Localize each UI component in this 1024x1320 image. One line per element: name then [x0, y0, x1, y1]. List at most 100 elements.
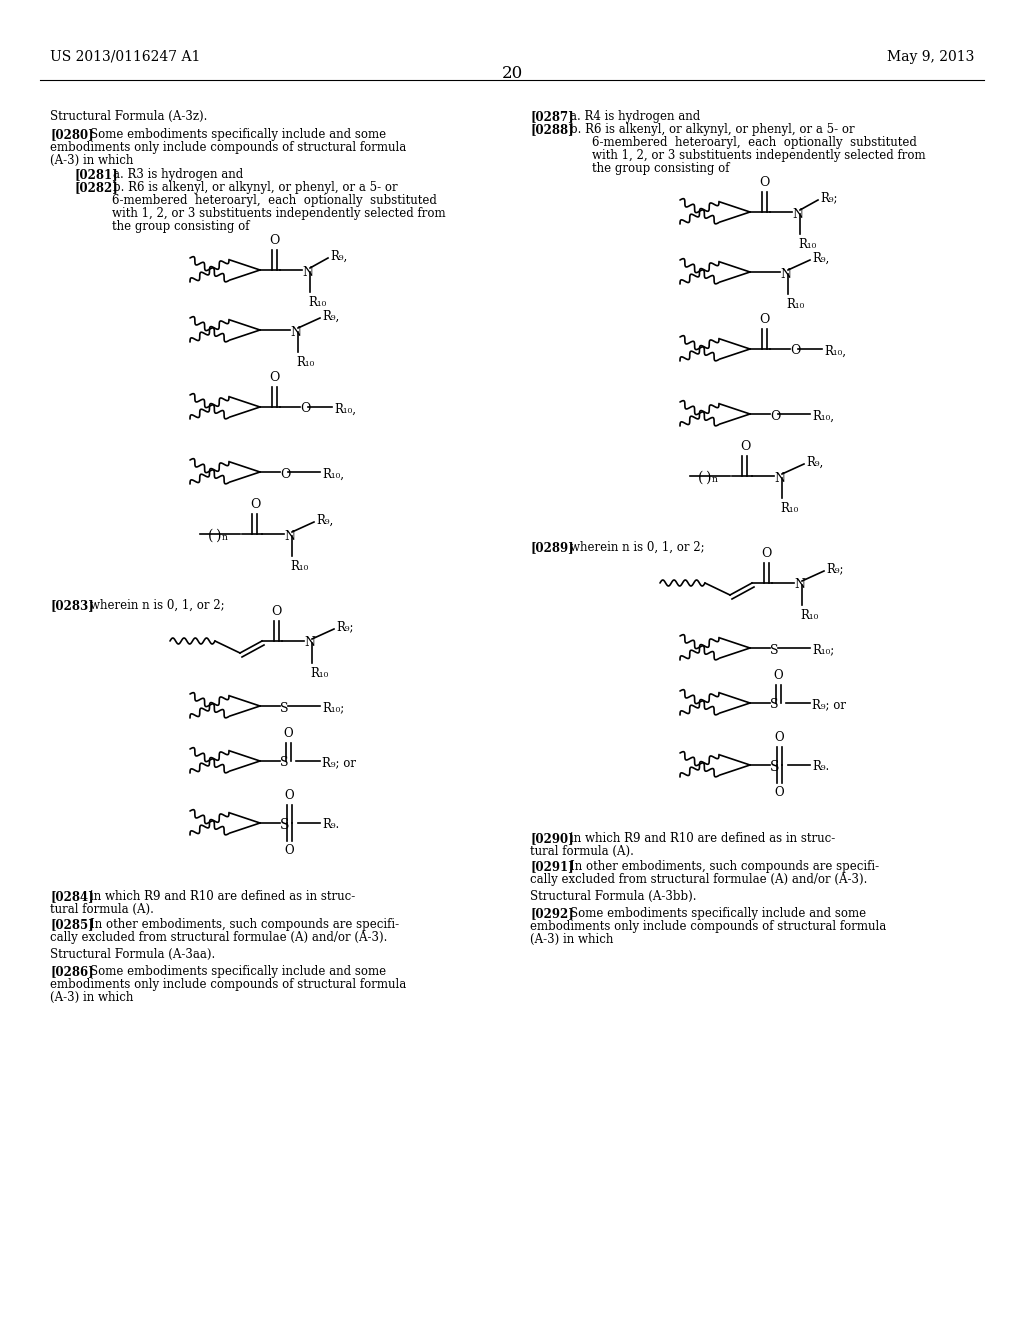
Text: R₉,: R₉,: [322, 309, 339, 322]
Text: R₁₀,: R₁₀,: [322, 467, 344, 480]
Text: n: n: [712, 475, 718, 484]
Text: cally excluded from structural formulae (A) and/or (A-3).: cally excluded from structural formulae …: [50, 931, 387, 944]
Text: in which R9 and R10 are defined as in struc-: in which R9 and R10 are defined as in st…: [90, 890, 355, 903]
Text: Some embodiments specifically include and some: Some embodiments specifically include an…: [570, 907, 866, 920]
Text: (A-3) in which: (A-3) in which: [50, 991, 133, 1005]
Text: O: O: [285, 843, 294, 857]
Text: R₁₀: R₁₀: [290, 560, 308, 573]
Text: R₉,: R₉,: [316, 513, 333, 527]
Text: [0284]: [0284]: [50, 890, 93, 903]
Text: N: N: [290, 326, 301, 338]
Text: R₁₀: R₁₀: [800, 609, 818, 622]
Text: S: S: [770, 698, 778, 711]
Text: S: S: [280, 701, 289, 714]
Text: a. R4 is hydrogen and: a. R4 is hydrogen and: [570, 110, 700, 123]
Text: S: S: [770, 760, 779, 774]
Text: with 1, 2, or 3 substituents independently selected from: with 1, 2, or 3 substituents independent…: [112, 207, 445, 220]
Text: embodiments only include compounds of structural formula: embodiments only include compounds of st…: [50, 141, 407, 154]
Text: in which R9 and R10 are defined as in struc-: in which R9 and R10 are defined as in st…: [570, 832, 836, 845]
Text: ( ): ( ): [698, 471, 712, 484]
Text: cally excluded from structural formulae (A) and/or (A-3).: cally excluded from structural formulae …: [530, 873, 867, 886]
Text: N: N: [792, 207, 803, 220]
Text: US 2013/0116247 A1: US 2013/0116247 A1: [50, 50, 201, 63]
Text: [0288]: [0288]: [530, 123, 573, 136]
Text: wherein n is 0, 1, or 2;: wherein n is 0, 1, or 2;: [90, 599, 224, 612]
Text: R₁₀: R₁₀: [786, 298, 804, 312]
Text: S: S: [280, 756, 289, 770]
Text: O: O: [770, 409, 780, 422]
Text: [0285]: [0285]: [50, 917, 93, 931]
Text: [0287]: [0287]: [530, 110, 573, 123]
Text: R₉,: R₉,: [806, 455, 823, 469]
Text: N: N: [774, 471, 785, 484]
Text: the group consisting of: the group consisting of: [592, 162, 729, 176]
Text: 6-membered  heteroaryl,  each  optionally  substituted: 6-membered heteroaryl, each optionally s…: [592, 136, 916, 149]
Text: O: O: [790, 345, 801, 358]
Text: O: O: [774, 731, 783, 744]
Text: O: O: [285, 789, 294, 803]
Text: R₁₀: R₁₀: [798, 238, 816, 251]
Text: (A-3) in which: (A-3) in which: [530, 933, 613, 946]
Text: [0283]: [0283]: [50, 599, 94, 612]
Text: Structural Formula (A-3aa).: Structural Formula (A-3aa).: [50, 948, 215, 961]
Text: Structural Formula (A-3z).: Structural Formula (A-3z).: [50, 110, 208, 123]
Text: Structural Formula (A-3bb).: Structural Formula (A-3bb).: [530, 890, 696, 903]
Text: a. R3 is hydrogen and: a. R3 is hydrogen and: [113, 168, 244, 181]
Text: O: O: [250, 498, 260, 511]
Text: with 1, 2, or 3 substituents independently selected from: with 1, 2, or 3 substituents independent…: [592, 149, 926, 162]
Text: embodiments only include compounds of structural formula: embodiments only include compounds of st…: [530, 920, 886, 933]
Text: [0286]: [0286]: [50, 965, 93, 978]
Text: embodiments only include compounds of structural formula: embodiments only include compounds of st…: [50, 978, 407, 991]
Text: O: O: [284, 727, 293, 741]
Text: [0289]: [0289]: [530, 541, 573, 554]
Text: [0292]: [0292]: [530, 907, 573, 920]
Text: O: O: [759, 313, 769, 326]
Text: n: n: [222, 533, 228, 543]
Text: N: N: [302, 265, 313, 279]
Text: R₁₀: R₁₀: [296, 356, 314, 370]
Text: S: S: [770, 644, 778, 656]
Text: R₁₀;: R₁₀;: [812, 644, 835, 656]
Text: N: N: [304, 636, 315, 649]
Text: [0290]: [0290]: [530, 832, 573, 845]
Text: [0291]: [0291]: [530, 861, 573, 873]
Text: R₁₀,: R₁₀,: [824, 345, 846, 358]
Text: R₉.: R₉.: [812, 760, 829, 774]
Text: S: S: [280, 818, 290, 832]
Text: O: O: [773, 669, 782, 682]
Text: Some embodiments specifically include and some: Some embodiments specifically include an…: [90, 965, 386, 978]
Text: R₁₀: R₁₀: [310, 667, 329, 680]
Text: O: O: [774, 785, 783, 799]
Text: R₉,: R₉,: [330, 249, 347, 263]
Text: N: N: [284, 529, 295, 543]
Text: R₉;: R₉;: [820, 191, 838, 205]
Text: [0281]: [0281]: [75, 168, 119, 181]
Text: O: O: [300, 403, 310, 416]
Text: ( ): ( ): [208, 529, 222, 543]
Text: tural formula (A).: tural formula (A).: [530, 845, 634, 858]
Text: O: O: [280, 467, 291, 480]
Text: the group consisting of: the group consisting of: [112, 220, 250, 234]
Text: O: O: [759, 176, 769, 189]
Text: R₉.: R₉.: [322, 818, 339, 832]
Text: R₁₀,: R₁₀,: [334, 403, 356, 416]
Text: b. R6 is alkenyl, or alkynyl, or phenyl, or a 5- or: b. R6 is alkenyl, or alkynyl, or phenyl,…: [113, 181, 397, 194]
Text: b. R6 is alkenyl, or alkynyl, or phenyl, or a 5- or: b. R6 is alkenyl, or alkynyl, or phenyl,…: [570, 123, 855, 136]
Text: Some embodiments specifically include and some: Some embodiments specifically include an…: [90, 128, 386, 141]
Text: In other embodiments, such compounds are specifi-: In other embodiments, such compounds are…: [90, 917, 399, 931]
Text: O: O: [739, 440, 751, 453]
Text: In other embodiments, such compounds are specifi-: In other embodiments, such compounds are…: [570, 861, 880, 873]
Text: R₁₀;: R₁₀;: [322, 701, 344, 714]
Text: R₉,: R₉,: [812, 252, 829, 264]
Text: R₉;: R₉;: [826, 562, 844, 576]
Text: O: O: [269, 234, 280, 247]
Text: O: O: [269, 371, 280, 384]
Text: R₁₀: R₁₀: [308, 296, 327, 309]
Text: R₉; or: R₉; or: [812, 698, 846, 711]
Text: wherein n is 0, 1, or 2;: wherein n is 0, 1, or 2;: [570, 541, 705, 554]
Text: 20: 20: [502, 65, 522, 82]
Text: 6-membered  heteroaryl,  each  optionally  substituted: 6-membered heteroaryl, each optionally s…: [112, 194, 437, 207]
Text: N: N: [780, 268, 791, 281]
Text: tural formula (A).: tural formula (A).: [50, 903, 154, 916]
Text: O: O: [270, 605, 282, 618]
